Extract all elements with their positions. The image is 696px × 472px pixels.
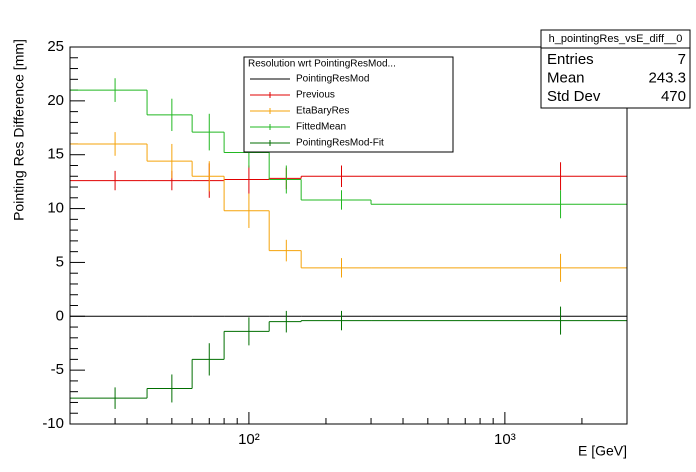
y-tick-label: 0 xyxy=(56,307,64,324)
y-tick-label: 20 xyxy=(47,92,64,109)
stats-key: Entries xyxy=(547,51,594,68)
y-tick-label: 15 xyxy=(47,146,64,163)
y-tick-label: 10 xyxy=(47,200,64,217)
stats-title: h_pointingRes_vsE_diff__0 xyxy=(549,33,683,45)
legend-label: FittedMean xyxy=(296,122,346,133)
y-tick-label: -10 xyxy=(42,415,64,432)
legend-label: PointingResMod-Fit xyxy=(296,138,384,149)
stats-key: Mean xyxy=(547,69,585,86)
x-tick-label: 10² xyxy=(238,431,260,448)
legend-label: EtaBaryRes xyxy=(296,106,349,117)
stats-value: 470 xyxy=(661,88,686,105)
y-axis-title: Pointing Res Difference [mm] xyxy=(11,39,27,221)
legend-label: Previous xyxy=(296,90,335,101)
legend-box xyxy=(243,56,454,153)
plot-frame xyxy=(69,46,628,425)
y-tick-label: 25 xyxy=(47,38,64,55)
x-tick-label: 10³ xyxy=(494,431,516,448)
legend-title: Resolution wrt PointingResMod... xyxy=(248,59,396,70)
x-axis-title: E [GeV] xyxy=(578,443,627,459)
stats-key: Std Dev xyxy=(547,88,601,105)
y-tick-label: -5 xyxy=(51,361,64,378)
stats-value: 243.3 xyxy=(648,69,686,86)
stats-box xyxy=(540,29,691,109)
y-tick-label: 5 xyxy=(56,253,64,270)
stats-value: 7 xyxy=(678,51,686,68)
legend-label: PointingResMod xyxy=(296,74,369,85)
